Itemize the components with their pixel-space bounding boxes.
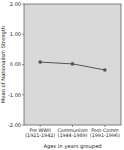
x-tick-label: Pre WWII(1921-1942) [25,128,55,138]
y-tick-label: -2.00 [8,122,21,128]
point-marker [71,62,75,66]
y-tick-label: 0.00 [10,61,21,67]
x-tick-label: Post-Comm(1991-1996) [90,128,120,138]
plot-frame [24,4,121,125]
x-tick [40,125,41,127]
x-tick-label-line: (1991-1996) [90,133,120,138]
series-line [40,62,105,70]
chart-container: -2.00 -1.00 0.00 1.00 2.00 Pre WWII(1921-1942… [0,0,124,150]
x-tick-label-line: (1944-1989) [58,133,88,138]
x-tick [104,125,105,127]
chart-svg: -2.00 -1.00 0.00 1.00 2.00 Pre WWII(1921-1942… [0,0,124,150]
point-marker [38,60,42,64]
x-tick-label-line: (1921-1942) [25,133,55,138]
x-axis-label: Ages in years grouped [43,143,101,150]
x-tick [72,125,73,127]
y-tick-label: 1.00 [10,31,21,37]
point-marker [103,68,107,72]
x-tick-label: Communism(1944-1989) [57,128,88,138]
y-tick-label: -1.00 [8,92,21,98]
y-axis-label: Mean of Nationalism Strength [0,26,7,103]
data-group [38,60,106,71]
plot-background [24,4,121,125]
y-tick-label: 2.00 [10,1,21,7]
